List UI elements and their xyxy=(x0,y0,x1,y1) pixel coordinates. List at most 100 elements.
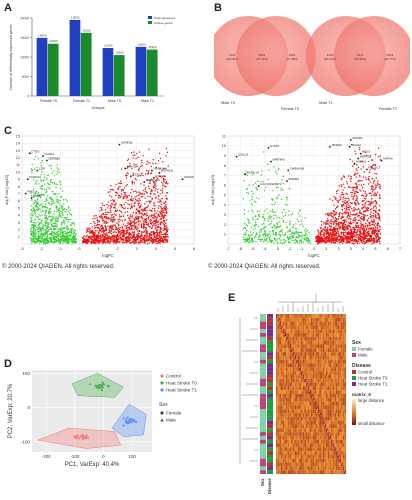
point-down xyxy=(55,232,57,234)
point-up xyxy=(341,239,343,241)
point-up xyxy=(162,177,165,180)
point-up xyxy=(155,197,157,199)
point-down xyxy=(56,225,58,228)
point-down xyxy=(61,228,63,230)
point-up xyxy=(378,218,380,220)
point-up xyxy=(161,222,163,224)
point-up xyxy=(146,235,148,237)
point-up xyxy=(81,237,84,240)
point-down xyxy=(276,242,279,244)
point-up xyxy=(124,225,126,227)
heat-cell xyxy=(342,321,345,326)
point-down xyxy=(41,160,43,162)
sex-annotation xyxy=(260,432,266,436)
point-up xyxy=(374,239,376,241)
sex-annotation xyxy=(260,344,266,349)
point-down xyxy=(37,215,39,218)
point-down xyxy=(55,240,57,243)
point-up xyxy=(372,201,375,203)
point-down xyxy=(32,238,35,241)
point-up xyxy=(328,237,331,239)
point-up xyxy=(161,181,163,184)
point-down xyxy=(48,237,51,239)
point-down xyxy=(33,225,35,227)
point-up xyxy=(143,242,145,244)
point-up xyxy=(377,156,379,158)
heat-cell xyxy=(312,325,315,330)
point-up xyxy=(334,235,336,237)
point-up xyxy=(357,221,359,224)
point-down xyxy=(50,211,52,213)
point-down xyxy=(53,216,55,218)
point-down xyxy=(248,184,250,186)
point-up xyxy=(361,215,363,218)
point-down xyxy=(48,240,50,242)
point-up xyxy=(136,195,138,197)
heat-cell xyxy=(319,325,322,330)
gene-label: FCER1A xyxy=(29,175,41,179)
point-down xyxy=(30,209,33,211)
point-up xyxy=(158,232,161,235)
point-down xyxy=(284,241,286,243)
sex-annotation xyxy=(260,470,266,474)
point-up xyxy=(165,227,167,230)
point-up xyxy=(372,223,375,225)
x-tick-label: 5 xyxy=(374,246,377,251)
point-down xyxy=(43,183,46,185)
point-up xyxy=(373,233,376,235)
point-down xyxy=(39,196,42,199)
point-up xyxy=(165,240,168,243)
sex-annotation xyxy=(260,378,266,383)
point-up xyxy=(329,229,332,232)
volcano-plot-left: -3 -2 -1 0 1 2 3 4 5 6123456789101112131415logFCa… xyxy=(4,134,196,258)
point-up xyxy=(352,186,355,189)
x-tick-label: 0 xyxy=(78,246,81,251)
point-up xyxy=(338,213,341,216)
point-up xyxy=(155,221,158,223)
point-down xyxy=(279,241,282,244)
gene-point xyxy=(36,169,39,172)
point-up xyxy=(111,230,113,232)
point-up xyxy=(153,209,156,212)
panel-label-a: A xyxy=(4,2,12,14)
point-up xyxy=(96,216,98,219)
point-up xyxy=(164,241,166,244)
point-up xyxy=(150,165,153,168)
point-up xyxy=(131,229,133,231)
point-up xyxy=(342,226,344,228)
point-down xyxy=(39,237,41,239)
point-up xyxy=(361,228,363,231)
point-up xyxy=(161,240,163,242)
venn-diagrams-b: 1234(25.98%)2804(43.46%)1823(47.98%)Male… xyxy=(214,16,410,111)
point-up xyxy=(345,202,347,205)
point-up xyxy=(162,184,164,187)
point-down xyxy=(60,231,62,233)
point-up xyxy=(374,210,376,212)
point-up xyxy=(112,224,114,226)
point-down xyxy=(50,241,53,243)
point-down xyxy=(71,222,73,225)
point-up xyxy=(120,193,123,195)
point-up xyxy=(118,210,121,212)
point-up xyxy=(151,178,153,181)
y-tick-label: 8 xyxy=(224,164,226,168)
point-up xyxy=(125,195,128,197)
point-up xyxy=(123,242,125,244)
point-up xyxy=(370,240,373,242)
point-up xyxy=(130,220,132,222)
point-up xyxy=(143,225,145,227)
point-up xyxy=(135,157,137,160)
point-up xyxy=(149,196,151,198)
point-down xyxy=(35,232,37,234)
point-down xyxy=(272,233,275,236)
point-up xyxy=(377,213,380,215)
heat-cell xyxy=(316,317,318,322)
point-up xyxy=(316,235,318,238)
point-up xyxy=(342,238,345,240)
point-down xyxy=(32,233,34,235)
point-up xyxy=(345,228,347,230)
point-down xyxy=(64,210,66,213)
disease-annotation xyxy=(267,329,273,334)
point-up xyxy=(359,229,361,231)
point-up xyxy=(374,168,376,171)
